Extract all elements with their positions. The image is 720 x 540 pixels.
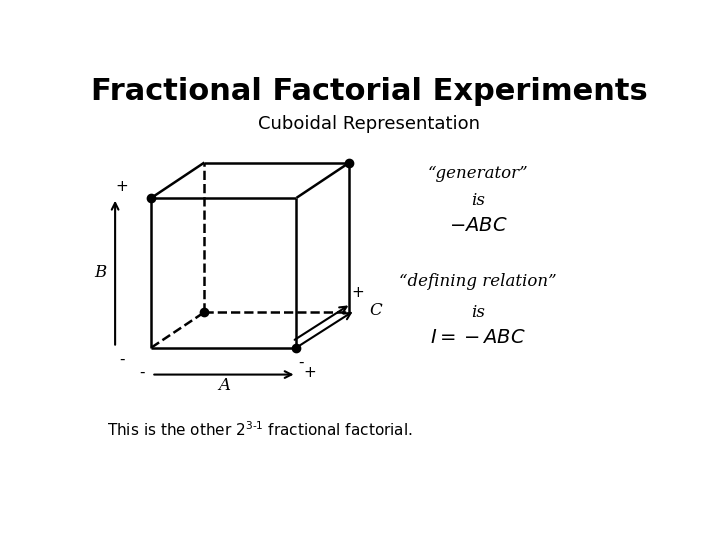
Text: $I=-ABC$: $I=-ABC$ [430, 329, 526, 347]
Text: Fractional Factorial Experiments: Fractional Factorial Experiments [91, 77, 647, 106]
Text: This is the other $2^{3\text{-}1}$ fractional factorial.: This is the other $2^{3\text{-}1}$ fract… [107, 420, 413, 439]
Text: is: is [471, 192, 485, 208]
Text: Cuboidal Representation: Cuboidal Representation [258, 114, 480, 133]
Text: -: - [119, 352, 125, 367]
Text: $-ABC$: $-ABC$ [449, 217, 507, 234]
Text: +: + [351, 285, 364, 300]
Text: A: A [218, 377, 230, 394]
Text: “generator”: “generator” [428, 165, 528, 181]
Text: +: + [115, 179, 128, 194]
Text: “defining relation”: “defining relation” [399, 273, 557, 289]
Text: -: - [298, 355, 304, 370]
Text: C: C [369, 302, 382, 319]
Text: B: B [94, 264, 107, 281]
Text: -: - [139, 365, 145, 380]
Text: +: + [303, 365, 316, 380]
Text: is: is [471, 304, 485, 321]
